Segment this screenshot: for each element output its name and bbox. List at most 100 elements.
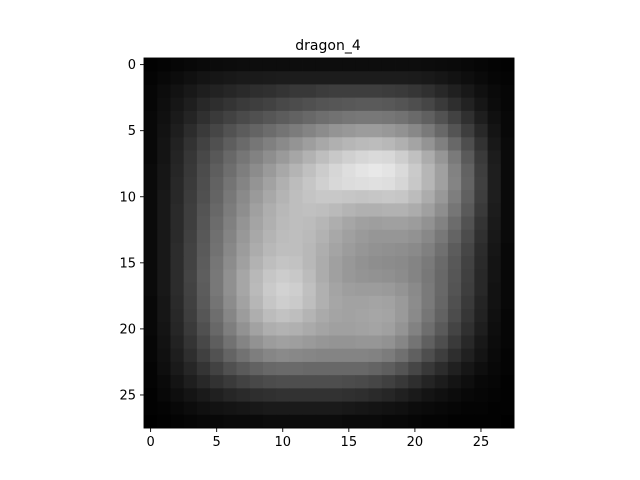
heatmap-cell <box>276 375 290 389</box>
heatmap-cell <box>210 97 224 112</box>
heatmap-cell <box>434 97 449 112</box>
heatmap-cell <box>500 401 515 416</box>
heatmap-cell <box>236 295 251 310</box>
heatmap-cell <box>329 335 343 350</box>
heatmap-cell <box>500 388 515 402</box>
heatmap-cell <box>249 322 264 336</box>
heatmap-cell <box>302 216 317 231</box>
heatmap-cell <box>487 137 502 151</box>
heatmap-cell <box>157 256 171 270</box>
heatmap-cell <box>500 176 515 191</box>
heatmap-cell <box>289 414 303 429</box>
heatmap-cell <box>329 243 343 257</box>
heatmap-cell <box>421 163 436 178</box>
heatmap-cell <box>302 256 317 270</box>
heatmap-cell <box>223 282 237 297</box>
heatmap-cell <box>447 375 462 389</box>
heatmap-cell <box>249 414 264 429</box>
heatmap-cell <box>421 97 436 112</box>
heatmap-cell <box>500 375 515 389</box>
heatmap-cell <box>157 322 171 336</box>
heatmap-cell <box>395 269 409 284</box>
heatmap-cell <box>302 335 317 350</box>
heatmap-cell <box>355 203 370 217</box>
heatmap-cell <box>210 124 224 138</box>
heatmap-cell <box>355 137 370 151</box>
heatmap-cell <box>355 229 370 244</box>
heatmap-cell <box>355 163 370 178</box>
heatmap-cell <box>447 150 462 165</box>
heatmap-cell <box>329 361 343 376</box>
heatmap-cell <box>408 322 422 336</box>
y-tick-label: 25 <box>119 388 136 403</box>
heatmap-cell <box>434 348 449 363</box>
heatmap-cell <box>276 256 290 270</box>
heatmap-cell <box>329 309 343 323</box>
heatmap-cell <box>342 190 356 204</box>
heatmap-cell <box>421 348 436 363</box>
heatmap-cell <box>329 124 343 138</box>
heatmap-cell <box>276 203 290 217</box>
heatmap-cell <box>500 348 515 363</box>
heatmap-cell <box>355 256 370 270</box>
heatmap-cell <box>434 84 449 99</box>
heatmap-cell <box>276 348 290 363</box>
heatmap-cell <box>236 229 251 244</box>
heatmap-cell <box>276 282 290 297</box>
heatmap-cell <box>157 163 171 178</box>
heatmap-cell <box>355 309 370 323</box>
heatmap-cell <box>289 71 303 85</box>
heatmap-cell <box>196 124 211 138</box>
heatmap-cell <box>461 137 475 151</box>
heatmap-cell <box>408 269 422 284</box>
heatmap-cell <box>289 176 303 191</box>
heatmap-cell <box>368 282 383 297</box>
heatmap-cell <box>395 322 409 336</box>
heatmap-cell <box>289 97 303 112</box>
x-tick-label: 20 <box>407 435 424 450</box>
heatmap-cell <box>183 124 198 138</box>
heatmap-cell <box>329 137 343 151</box>
heatmap-cell <box>144 282 158 297</box>
heatmap-cell <box>223 348 237 363</box>
heatmap-cell <box>421 150 436 165</box>
heatmap-cell <box>368 335 383 350</box>
heatmap-cell <box>408 309 422 323</box>
heatmap-cell <box>262 124 277 138</box>
heatmap-cell <box>157 309 171 323</box>
heatmap-cell <box>183 243 198 257</box>
heatmap-cell <box>223 309 237 323</box>
heatmap-cell <box>170 282 185 297</box>
heatmap-cell <box>289 401 303 416</box>
heatmap-cell <box>434 216 449 231</box>
heatmap-cell <box>447 124 462 138</box>
heatmap-cell <box>461 282 475 297</box>
heatmap-cell <box>381 361 396 376</box>
heatmap-cell <box>500 243 515 257</box>
heatmap-cell <box>474 71 488 85</box>
heatmap-cell <box>236 58 251 72</box>
heatmap-cell <box>487 71 502 85</box>
heatmap-cell <box>342 110 356 125</box>
heatmap-cell <box>223 203 237 217</box>
heatmap-cell <box>249 348 264 363</box>
heatmap-cell <box>289 124 303 138</box>
heatmap-cell <box>249 163 264 178</box>
heatmap-cell <box>196 150 211 165</box>
heatmap-cell <box>249 110 264 125</box>
heatmap-cell <box>421 375 436 389</box>
heatmap-cell <box>170 348 185 363</box>
heatmap-cell <box>236 269 251 284</box>
heatmap-cell <box>500 137 515 151</box>
heatmap-cell <box>434 388 449 402</box>
heatmap-cell <box>487 282 502 297</box>
heatmap-cell <box>249 176 264 191</box>
heatmap-cell <box>447 282 462 297</box>
heatmap-cell <box>170 388 185 402</box>
heatmap-cell <box>196 322 211 336</box>
heatmap-cell <box>368 295 383 310</box>
heatmap-cell <box>368 163 383 178</box>
heatmap-cell <box>421 322 436 336</box>
heatmap-cell <box>315 84 330 99</box>
heatmap-cell <box>262 137 277 151</box>
